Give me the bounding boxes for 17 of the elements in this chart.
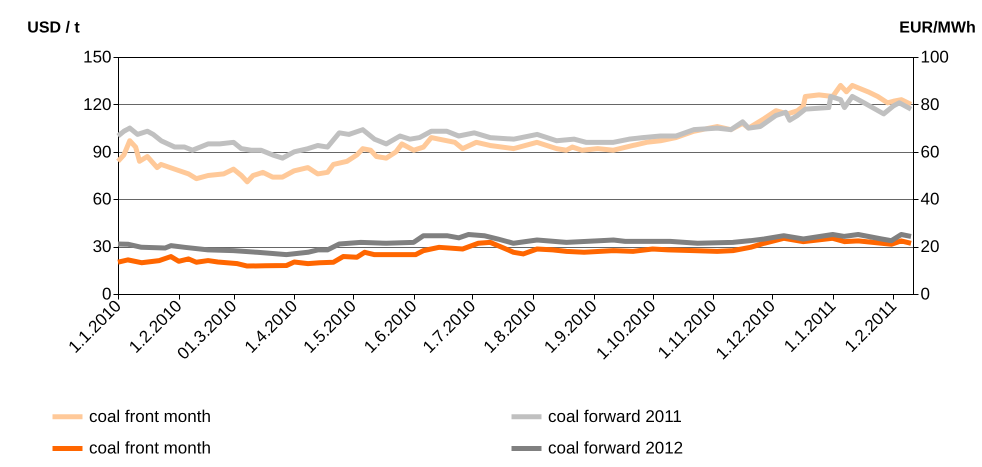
- y2-tick-label: 20: [920, 237, 940, 256]
- y2-axis-title: EUR/MWh: [899, 20, 976, 36]
- legend-label: coal front month: [89, 406, 211, 426]
- legend-label: coal forward 2012: [548, 438, 684, 458]
- y-tick-label: 120: [83, 94, 112, 114]
- legend-label: coal front month: [89, 438, 211, 458]
- y2-tick-label: 0: [920, 284, 930, 304]
- y-tick-label: 150: [83, 48, 112, 66]
- y2-tick-label: 80: [920, 94, 940, 114]
- y-axis-title: USD / t: [27, 20, 80, 36]
- y2-tick-label: 40: [920, 190, 940, 209]
- y2-tick-label: 100: [920, 48, 949, 66]
- y-tick-label: 60: [92, 190, 112, 209]
- y2-tick-label: 60: [920, 142, 940, 162]
- y-tick-label: 90: [92, 142, 112, 162]
- legend-label: coal forward 2011: [548, 406, 682, 426]
- y-tick-label: 30: [92, 237, 112, 256]
